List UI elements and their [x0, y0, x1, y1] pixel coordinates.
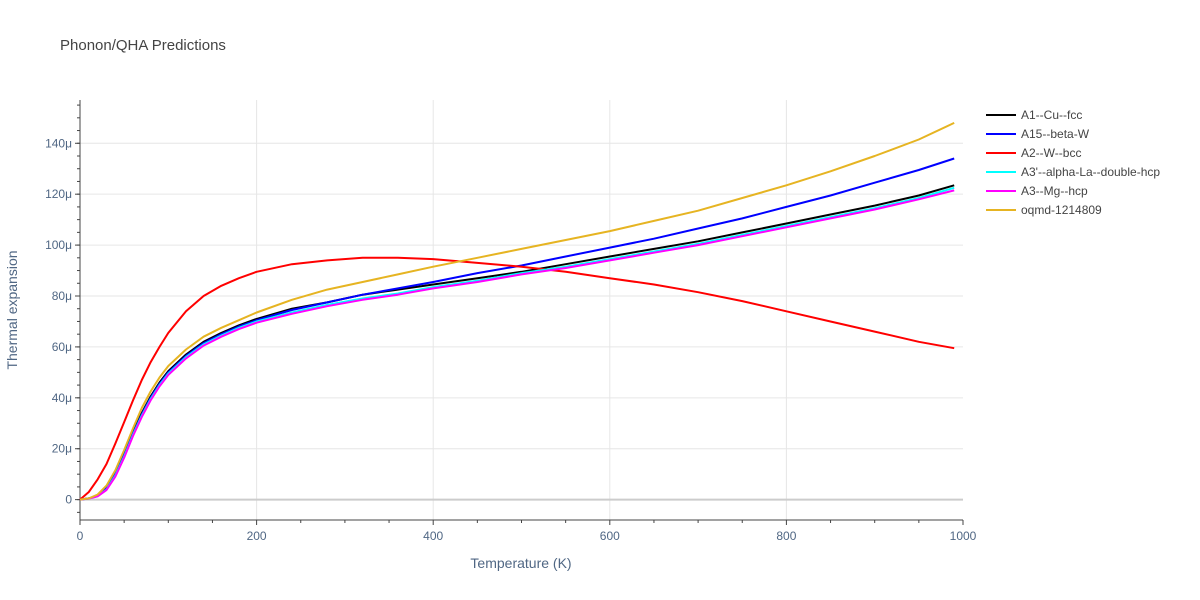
legend-item[interactable]: A1--Cu--fcc: [986, 108, 1082, 122]
y-tick-label: 140μ: [45, 136, 72, 150]
y-tick-label: 20μ: [52, 442, 72, 456]
series-line: [79, 121, 955, 501]
y-tick-label: 60μ: [52, 340, 72, 354]
legend-label: A15--beta-W: [1021, 127, 1090, 141]
chart-title: Phonon/QHA Predictions: [60, 37, 226, 54]
x-tick-label: 1000: [950, 529, 977, 543]
x-tick-label: 400: [423, 529, 443, 543]
series-line: [79, 256, 955, 501]
y-axis-title: Thermal expansion: [4, 250, 20, 369]
series-line: [79, 186, 955, 501]
legend-label: A1--Cu--fcc: [1021, 108, 1082, 122]
legend-label: A3'--alpha-La--double-hcp: [1021, 165, 1160, 179]
legend-item[interactable]: A3--Mg--hcp: [986, 184, 1088, 198]
gridlines: [80, 100, 963, 520]
x-tick-label: 800: [776, 529, 796, 543]
legend-item[interactable]: A3'--alpha-La--double-hcp: [986, 165, 1160, 179]
legend-item[interactable]: A15--beta-W: [986, 127, 1090, 141]
series-line: [79, 189, 955, 501]
legend[interactable]: A1--Cu--fcc A15--beta-W A2--W--bcc A3'--alp…: [986, 108, 1160, 217]
legend-item[interactable]: oqmd-1214809: [986, 203, 1102, 217]
y-tick-label: 80μ: [52, 289, 72, 303]
y-tick-label: 100μ: [45, 238, 72, 252]
axes: 0 200 400 600 800 1000 0 20μ 40μ 60μ 80μ 100μ 120μ 14…: [45, 100, 977, 543]
x-tick-label: 200: [247, 529, 267, 543]
legend-label: A3--Mg--hcp: [1021, 184, 1088, 198]
x-tick-label: 0: [77, 529, 84, 543]
y-tick-label: 40μ: [52, 391, 72, 405]
y-tick-label: 0: [65, 493, 72, 507]
x-axis-title: Temperature (K): [470, 555, 571, 571]
legend-item[interactable]: A2--W--bcc: [986, 146, 1081, 160]
x-tick-label: 600: [600, 529, 620, 543]
legend-label: A2--W--bcc: [1021, 146, 1081, 160]
series-lines: [79, 121, 955, 501]
legend-label: oqmd-1214809: [1021, 203, 1102, 217]
y-tick-label: 120μ: [45, 187, 72, 201]
